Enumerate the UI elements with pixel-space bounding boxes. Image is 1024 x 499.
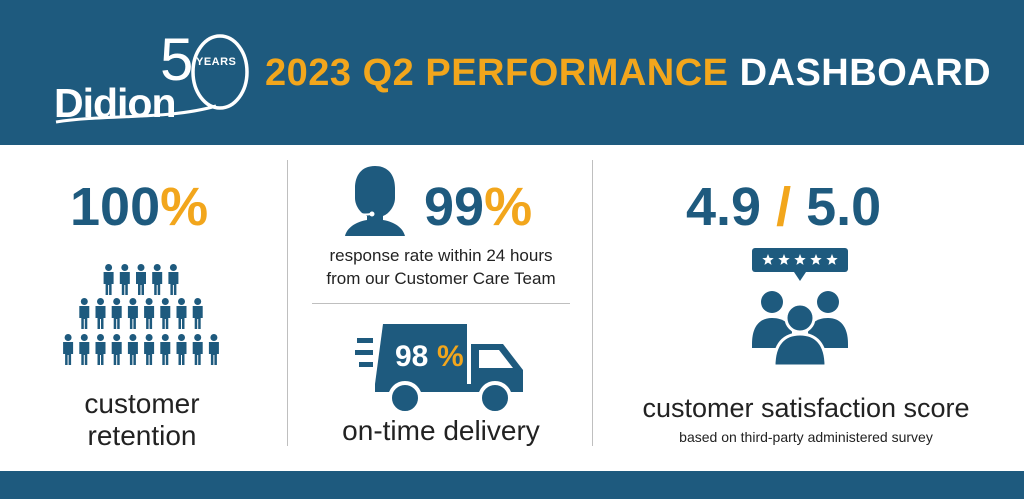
response-value: 99% (424, 176, 532, 238)
retention-value: 100% (70, 176, 208, 238)
star-icon (810, 254, 822, 265)
person-figure (144, 334, 155, 365)
logo-wordmark: Didion (54, 80, 177, 126)
retention-label-line1: customer (84, 388, 200, 419)
satisfaction-value: 4.9 / 5.0 (686, 176, 881, 238)
star-icon (778, 254, 790, 265)
person-figure (63, 334, 74, 365)
crowd-pyramid-icon (63, 264, 219, 365)
satisfaction-separator: / (776, 177, 792, 237)
delivery-unit: % (437, 340, 464, 373)
person-figure (95, 334, 106, 365)
delivery-label: on-time delivery (342, 415, 540, 446)
person-figure (144, 298, 155, 329)
person-figure (192, 334, 203, 365)
person-figure (176, 334, 187, 365)
logo-years-label: YEARS (196, 56, 237, 68)
star-icon (794, 254, 806, 265)
page-title: 2023 Q2 PERFORMANCE DASHBOARD (265, 52, 991, 95)
title-highlight: 2023 Q2 PERFORMANCE (265, 52, 729, 94)
person-figure (79, 334, 90, 365)
person-figure (160, 298, 171, 329)
delivery-truck-icon: 98 % (355, 324, 523, 415)
satisfaction-score: 4.9 (686, 177, 762, 237)
svg-text:5: 5 (160, 26, 193, 93)
person-figure (136, 264, 146, 295)
response-caption-line1: response rate within 24 hours (329, 246, 553, 265)
header-banner: 5 Didion YEARS 2023 Q2 PERFORMANCE DASHB… (0, 0, 1024, 145)
company-logo: 5 Didion YEARS (48, 22, 258, 132)
person-figure (152, 264, 163, 295)
satisfaction-caption: based on third-party administered survey (679, 429, 933, 445)
column-divider-right (592, 160, 593, 446)
response-number: 99 (424, 177, 485, 237)
middle-divider (312, 303, 570, 304)
retention-label: customer retention (62, 388, 222, 452)
retention-number: 100 (70, 177, 161, 237)
person-figure (208, 334, 219, 365)
title-rest: DASHBOARD (739, 52, 992, 94)
person-figure (127, 334, 138, 365)
column-divider-left (287, 160, 288, 446)
star-icon (762, 254, 774, 265)
people-group-icon (752, 291, 848, 368)
footer-banner (0, 471, 1024, 499)
star-icon (826, 254, 838, 265)
retention-label-line2: retention (87, 420, 197, 451)
star-rating-bubble-icon (752, 248, 848, 281)
person-figure (176, 298, 187, 329)
delivery-number: 98 (395, 340, 428, 373)
logo-swoosh-icon: 5 (55, 26, 249, 124)
person-figure (95, 298, 106, 329)
response-caption: response rate within 24 hours from our C… (300, 244, 582, 290)
response-caption-line2: from our Customer Care Team (326, 269, 556, 288)
person-figure (111, 298, 122, 329)
headset-agent-icon (345, 162, 405, 236)
person-figure (160, 334, 171, 365)
response-unit: % (484, 177, 533, 237)
person-figure (192, 298, 203, 329)
person-figure (168, 264, 179, 295)
satisfaction-label: customer satisfaction score (642, 393, 970, 423)
person-figure (79, 298, 90, 329)
person-figure (127, 298, 138, 329)
satisfaction-max: 5.0 (806, 177, 882, 237)
person-figure (103, 264, 114, 295)
person-figure (119, 264, 130, 295)
retention-unit: % (160, 177, 209, 237)
person-figure (111, 334, 122, 365)
